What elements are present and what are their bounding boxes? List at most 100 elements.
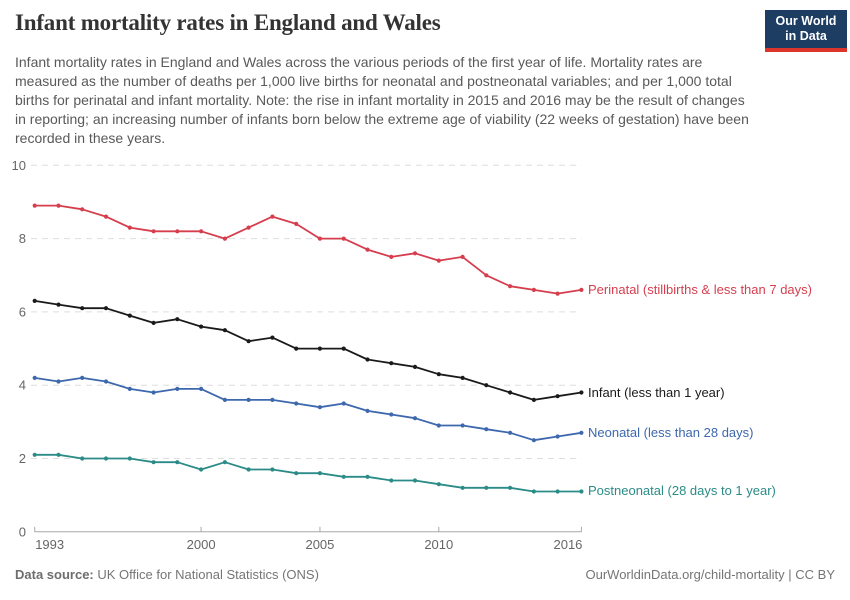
data-point-neonatal — [199, 386, 204, 391]
data-point-infant — [80, 306, 85, 311]
data-point-infant — [222, 328, 227, 333]
data-point-neonatal — [341, 401, 346, 406]
data-point-neonatal — [317, 405, 322, 410]
data-point-infant — [294, 346, 299, 351]
data-point-infant — [460, 375, 465, 380]
data-point-postneonatal — [484, 485, 489, 490]
data-point-perinatal — [389, 254, 394, 259]
data-point-postneonatal — [270, 467, 275, 472]
data-point-perinatal — [484, 273, 489, 278]
data-point-neonatal — [579, 430, 584, 435]
data-point-perinatal — [151, 229, 156, 234]
data-source-label: Data source: — [15, 567, 94, 582]
data-point-perinatal — [199, 229, 204, 234]
data-point-neonatal — [270, 397, 275, 402]
data-point-neonatal — [175, 386, 180, 391]
data-source: Data source: UK Office for National Stat… — [15, 567, 319, 582]
data-point-perinatal — [436, 258, 441, 263]
data-point-infant — [436, 372, 441, 377]
data-point-postneonatal — [199, 467, 204, 472]
data-point-neonatal — [222, 397, 227, 402]
data-point-postneonatal — [555, 489, 560, 494]
data-point-infant — [365, 357, 370, 362]
owid-logo[interactable]: Our World in Data — [765, 10, 847, 52]
x-tick-label-1993: 1993 — [35, 537, 64, 552]
data-point-postneonatal — [531, 489, 537, 494]
data-point-perinatal — [294, 221, 299, 226]
data-point-postneonatal — [412, 478, 418, 483]
data-point-postneonatal — [294, 471, 299, 476]
data-point-neonatal — [80, 375, 85, 380]
data-point-infant — [246, 339, 251, 344]
data-point-neonatal — [365, 408, 370, 413]
data-point-infant — [579, 390, 584, 395]
y-tick-label-10: 10 — [12, 158, 26, 173]
data-point-infant — [341, 346, 346, 351]
data-point-neonatal — [151, 390, 156, 395]
data-point-postneonatal — [579, 489, 584, 494]
data-point-perinatal — [103, 214, 109, 219]
data-point-postneonatal — [341, 474, 346, 479]
series-label-neonatal: Neonatal (less than 28 days) — [588, 424, 754, 440]
data-point-postneonatal — [103, 456, 109, 461]
data-point-postneonatal — [56, 452, 61, 457]
series-label-postneonatal: Postneonatal (28 days to 1 year) — [588, 483, 776, 499]
data-point-perinatal — [222, 236, 227, 241]
data-point-infant — [175, 317, 180, 322]
data-point-perinatal — [412, 251, 418, 256]
data-point-perinatal — [555, 291, 560, 296]
data-point-perinatal — [531, 287, 537, 292]
data-point-infant — [270, 335, 275, 340]
data-point-neonatal — [246, 397, 251, 402]
data-point-perinatal — [127, 225, 132, 230]
x-tick-label-2010: 2010 — [424, 537, 453, 552]
credit-link[interactable]: OurWorldinData.org/child-mortality | CC … — [585, 567, 836, 582]
data-point-neonatal — [56, 379, 61, 384]
data-point-neonatal — [436, 423, 441, 428]
data-point-infant — [103, 306, 109, 311]
data-point-perinatal — [508, 284, 513, 289]
data-point-neonatal — [484, 427, 489, 432]
line-chart: 0 2 4 6 8 10 1993 2000 2005 2010 2016 — [12, 158, 584, 552]
data-source-text: UK Office for National Statistics (ONS) — [93, 567, 319, 582]
data-point-neonatal — [103, 379, 109, 384]
data-point-postneonatal — [389, 478, 394, 483]
owid-logo-line2: in Data — [785, 29, 827, 43]
data-point-neonatal — [389, 412, 394, 417]
data-point-perinatal — [270, 214, 275, 219]
data-point-postneonatal — [508, 485, 513, 490]
data-point-postneonatal — [436, 482, 441, 487]
data-point-infant — [32, 298, 37, 303]
series-label-infant: Infant (less than 1 year) — [588, 384, 725, 400]
x-tick-label-2000: 2000 — [187, 537, 216, 552]
data-point-infant — [484, 383, 489, 388]
data-point-infant — [531, 397, 537, 402]
line-neonatal — [33, 376, 583, 442]
data-point-infant — [151, 320, 156, 325]
data-point-neonatal — [555, 434, 560, 439]
data-point-infant — [127, 313, 132, 318]
data-point-perinatal — [32, 203, 37, 208]
y-tick-label-6: 6 — [19, 304, 26, 319]
data-point-infant — [389, 361, 394, 366]
y-tick-label-8: 8 — [19, 231, 26, 246]
y-tick-label-0: 0 — [19, 524, 26, 539]
data-point-postneonatal — [127, 456, 132, 461]
data-point-postneonatal — [246, 467, 251, 472]
data-point-neonatal — [460, 423, 465, 428]
data-point-neonatal — [127, 386, 132, 391]
data-point-perinatal — [317, 236, 322, 241]
data-point-infant — [56, 302, 61, 307]
y-tick-label-4: 4 — [19, 378, 26, 393]
data-point-postneonatal — [32, 452, 37, 457]
data-point-infant — [317, 346, 322, 351]
data-point-neonatal — [508, 430, 513, 435]
data-point-perinatal — [175, 229, 180, 234]
data-point-perinatal — [56, 203, 61, 208]
line-postneonatal — [33, 453, 583, 493]
data-point-postneonatal — [222, 460, 227, 465]
series-label-perinatal: Perinatal (stillbirths & less than 7 day… — [588, 281, 812, 297]
chart-footer: Data source: UK Office for National Stat… — [15, 567, 835, 582]
data-point-infant — [412, 364, 418, 369]
x-tick-label-2016: 2016 — [553, 537, 582, 552]
